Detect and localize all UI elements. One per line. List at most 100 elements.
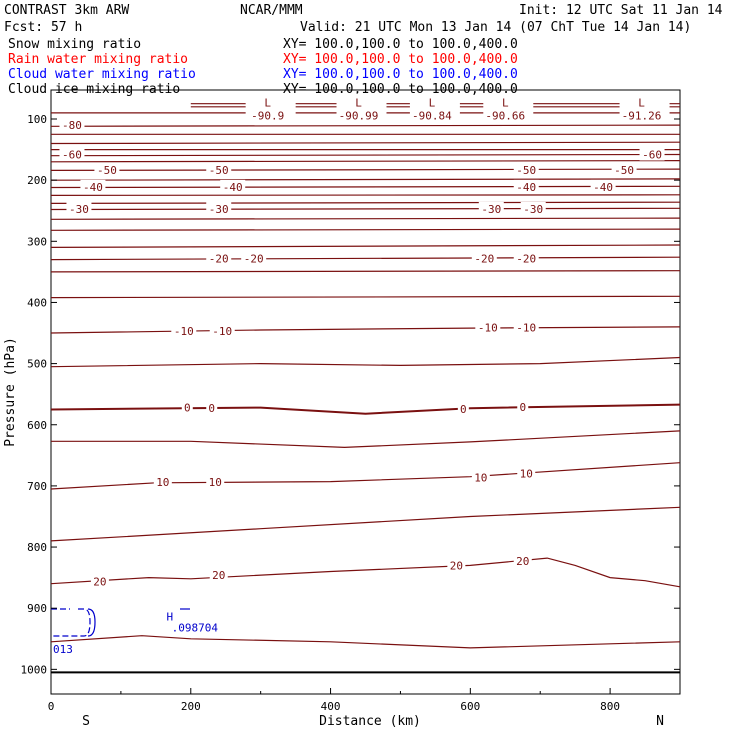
contour-label-bg-33 <box>447 558 466 572</box>
x-tick-label-1: 200 <box>181 700 201 713</box>
y-tick-label-2: 300 <box>27 235 47 248</box>
isotherm-9 <box>50 168 681 171</box>
contour-label-bg-27 <box>153 475 172 489</box>
contour-label-21: -10 <box>478 322 498 335</box>
y-tick-label-6: 700 <box>27 480 47 493</box>
legend: Snow mixing ratio XY= 100.0,100.0 to 100… <box>8 37 518 97</box>
contour-label-11: -30 <box>69 203 89 216</box>
contour-label-26: 0 <box>519 401 526 414</box>
y-tick-label-7: 800 <box>27 541 47 554</box>
contour-label-bg-14 <box>520 201 546 215</box>
contour-label-0: -80 <box>62 119 82 132</box>
cloud-water-value-0: .098704 <box>172 621 219 634</box>
contour-label-23: 0 <box>184 402 191 415</box>
low-value-4: -91.26 <box>622 110 662 123</box>
contour-label-3: -50 <box>97 164 117 177</box>
legend-xy-snow: XY= 100.0,100.0 to 100.0,400.0 <box>283 37 518 52</box>
contour-label-bg-23 <box>181 400 193 414</box>
isotherm-5 <box>50 141 681 145</box>
low-value-3: -90.66 <box>485 110 525 123</box>
contour-label-12: -30 <box>209 203 229 216</box>
isotherm-19 <box>50 270 681 273</box>
contour-label-27: 10 <box>156 476 169 489</box>
contour-label-bg-29 <box>471 470 490 484</box>
isotherm-18 <box>50 256 681 261</box>
isotherm-26 <box>50 506 681 542</box>
contour-label-bg-19 <box>171 324 197 338</box>
contour-label-bg-1 <box>59 147 85 161</box>
cloud-water-contour-left-2 <box>87 608 96 637</box>
isotherm-24 <box>51 430 681 449</box>
header-fcst: Fcst: 57 h <box>4 20 82 35</box>
contour-label-13: -30 <box>481 203 501 216</box>
contour-label-bg-9 <box>513 179 539 193</box>
cloud-water-contour-left <box>51 608 91 637</box>
contour-label-16: -20 <box>244 252 264 265</box>
y-tick-label-0: 100 <box>27 113 47 126</box>
contour-label-8: -40 <box>223 181 243 194</box>
contour-label-14: -30 <box>523 203 543 216</box>
isotherm-23 <box>50 403 681 415</box>
contour-label-19: -10 <box>174 325 194 338</box>
contour-label-4: -50 <box>209 164 229 177</box>
contour-label-bg-15 <box>206 251 232 265</box>
legend-name-rain: Rain water mixing ratio <box>8 52 188 67</box>
end-label-left: S <box>82 714 90 729</box>
contour-label-bg-12 <box>206 201 232 215</box>
y-tick-label-4: 500 <box>27 358 47 371</box>
contour-label-bg-4 <box>206 162 232 176</box>
isotherm-28 <box>50 635 681 649</box>
low-value-1: -90.99 <box>339 110 379 123</box>
contour-label-20: -10 <box>212 325 232 338</box>
isotherm-14 <box>50 207 681 211</box>
contour-label-33: 20 <box>450 559 463 572</box>
contour-label-bg-18 <box>513 251 539 265</box>
contour-label-bg-16 <box>241 251 267 265</box>
contour-label-7: -40 <box>83 181 103 194</box>
contour-label-1: -60 <box>62 148 82 161</box>
contour-label-bg-0 <box>59 118 85 132</box>
contour-label-28: 10 <box>209 476 222 489</box>
isotherm-7 <box>50 153 681 157</box>
x-axis-label: Distance (km) <box>319 714 421 729</box>
contour-label-bg-30 <box>517 466 536 480</box>
contour-label-bg-32 <box>209 568 228 582</box>
isotherm-15 <box>50 217 681 220</box>
isotherm-22 <box>50 356 681 368</box>
contour-label-15: -20 <box>209 252 229 265</box>
header-center: NCAR/MMM <box>240 3 303 18</box>
contour-label-18: -20 <box>516 252 536 265</box>
header-title: CONTRAST 3km ARW <box>4 3 129 18</box>
contour-label-bg-25 <box>457 401 469 415</box>
y-tick-label-1: 200 <box>27 174 47 187</box>
contour-label-34: 20 <box>516 555 529 568</box>
contour-label-bg-6 <box>611 162 637 176</box>
low-bg-2 <box>409 93 460 122</box>
contour-label-29: 10 <box>474 471 487 484</box>
isotherm-10 <box>50 178 681 181</box>
low-bg-3 <box>483 93 534 122</box>
contour-label-bg-21 <box>475 320 501 334</box>
isotherm-17 <box>50 244 681 248</box>
y-tick-label-3: 400 <box>27 296 47 309</box>
isotherm-25 <box>50 462 681 490</box>
y-tick-label-9: 1000 <box>21 663 48 676</box>
contour-label-bg-7 <box>80 179 106 193</box>
isotherm-12 <box>50 194 681 196</box>
legend-xy-rain: XY= 100.0,100.0 to 100.0,400.0 <box>283 52 518 67</box>
legend-name-snow: Snow mixing ratio <box>8 37 141 52</box>
isotherm-11 <box>50 185 681 189</box>
header-valid: Valid: 21 UTC Mon 13 Jan 14 (07 ChT Tue … <box>300 20 691 35</box>
contour-label-bg-13 <box>478 201 504 215</box>
contour-label-bg-17 <box>471 251 497 265</box>
contour-label-bg-11 <box>66 201 92 215</box>
contour-label-2: -60 <box>642 148 662 161</box>
y-tick-label-8: 900 <box>27 602 47 615</box>
contour-label-9: -40 <box>516 181 536 194</box>
contour-label-10: -40 <box>593 181 613 194</box>
legend-name-cloud-water: Cloud water mixing ratio <box>8 67 196 82</box>
contour-label-32: 20 <box>212 569 225 582</box>
x-tick-label-2: 400 <box>321 700 341 713</box>
low-value-2: -90.84 <box>412 110 452 123</box>
contour-label-bg-2 <box>639 147 665 161</box>
